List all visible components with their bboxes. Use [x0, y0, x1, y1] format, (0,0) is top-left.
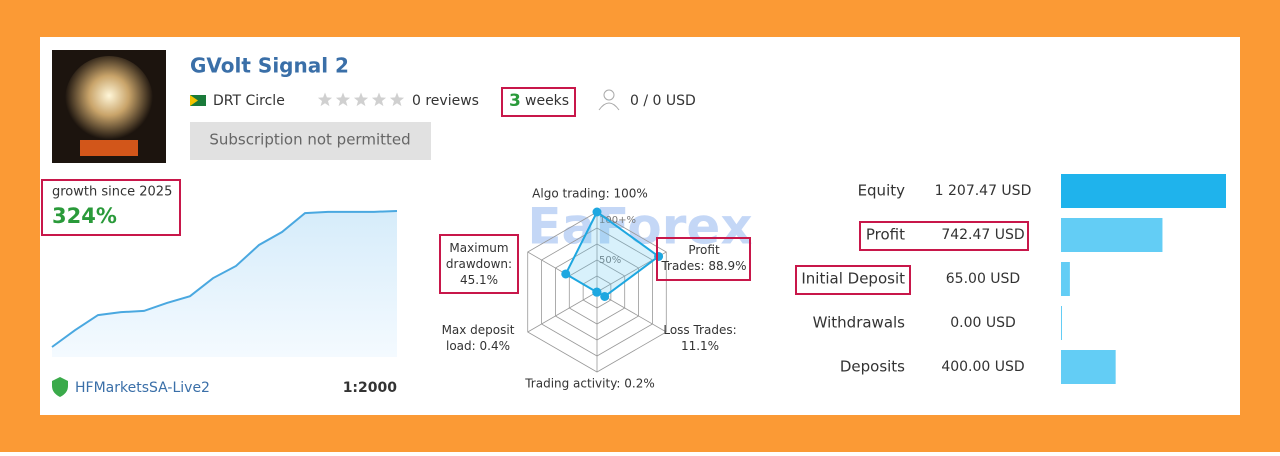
radar-point [600, 291, 610, 301]
broker[interactable]: HFMarketsSA-Live2 [75, 380, 210, 396]
duration-value: 3 [509, 91, 521, 111]
radar-chart: 100+% 50% Algo trading: 100% ProfitTrades: … [439, 187, 751, 391]
radar-point [592, 287, 602, 297]
signal-title[interactable]: GVolt Signal 2 [190, 54, 349, 78]
balance-value: 0.00 USD [950, 315, 1016, 331]
balance-bar [1061, 174, 1226, 208]
balance-bar [1061, 262, 1070, 296]
growth-line [51, 210, 398, 348]
balance-value: 65.00 USD [946, 271, 1020, 287]
radar-point [561, 269, 571, 279]
radar-axis-label: Profit Trades: 88.9% [660, 243, 746, 273]
growth-value: 324% [52, 204, 117, 228]
radar-axis-label: Trading activity: 0.2% [524, 377, 655, 391]
highlight-box [656, 237, 751, 281]
radar-tick-label: 50% [599, 255, 621, 266]
star [371, 92, 387, 107]
balance-label: Initial Deposit [801, 270, 905, 288]
verified-icon [52, 377, 68, 397]
duration-unit: weeks [525, 93, 569, 109]
subscribe-button-label[interactable]: Subscription not permitted [209, 131, 410, 149]
subscribe-button[interactable] [190, 122, 431, 160]
radar-tick-label: 100+% [599, 215, 636, 226]
highlight-box [795, 265, 911, 295]
highlight-box [439, 234, 519, 294]
highlight-box [859, 221, 1029, 251]
balance-bar [1061, 306, 1062, 340]
author[interactable]: DRT Circle [213, 93, 285, 109]
radar-spoke [527, 291, 598, 333]
subscribers-icon [603, 89, 615, 101]
balance-label: Withdrawals [813, 314, 906, 332]
balance-chart: Equity 1 207.47 USD Profit 742.47 USD Initia… [795, 174, 1226, 384]
flag-part [190, 95, 198, 106]
highlight-box [41, 179, 181, 236]
star [317, 92, 333, 107]
thumbnail-base [80, 140, 138, 156]
highlight-box [501, 87, 576, 117]
balance-value: 1 207.47 USD [935, 183, 1032, 199]
reviews[interactable]: 0 reviews [412, 93, 479, 109]
subscribers: 0 / 0 USD [630, 93, 696, 109]
balance-label: Equity [858, 182, 906, 200]
subscribers-icon [598, 102, 620, 111]
thumbnail-orb [65, 56, 153, 144]
growth-area [52, 211, 397, 357]
balance-value: 400.00 USD [941, 359, 1024, 375]
radar-axis-label: Loss Trades: 11.1% [663, 323, 736, 353]
radar-axis-label: Algo trading: 100% [532, 187, 648, 201]
leverage: 1:2000 [343, 380, 398, 396]
radar-axis-label: Maximum drawdown: 45.1% [446, 241, 512, 287]
balance-bar [1061, 350, 1116, 384]
balance-label: Deposits [840, 358, 905, 376]
growth-chart [51, 210, 398, 357]
growth-label: growth since 2025 [52, 185, 172, 200]
radar-point [592, 207, 602, 217]
balance-label: Profit [866, 226, 905, 244]
balance-value: 742.47 USD [941, 227, 1024, 243]
star [389, 92, 405, 107]
balance-bar [1061, 218, 1163, 252]
radar-axis-label: Max deposit load: 0.4% [442, 323, 515, 353]
star [335, 92, 351, 107]
star [353, 92, 369, 107]
rating-stars [317, 92, 405, 107]
watermark: EaForex [527, 198, 752, 256]
